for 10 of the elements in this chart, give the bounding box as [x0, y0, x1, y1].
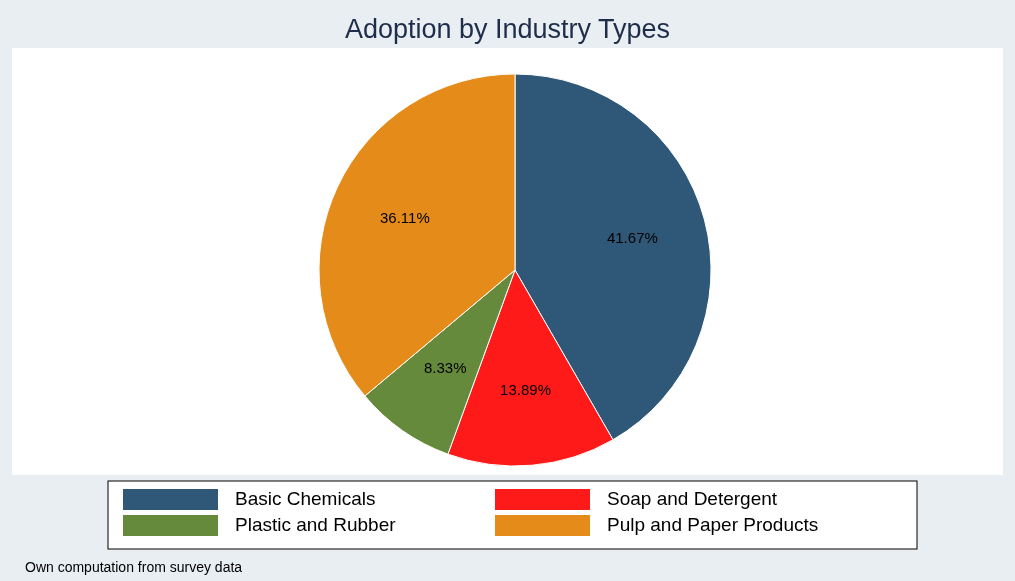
- legend-label: Pulp and Paper Products: [607, 514, 819, 536]
- data-label: 41.67%: [606, 228, 658, 246]
- data-label: 36.11%: [379, 208, 430, 226]
- data-label: 13.89%: [500, 381, 551, 399]
- legend-label: Plastic and Rubber: [235, 514, 397, 536]
- chart-title: Adoption by Industry Types: [344, 14, 671, 44]
- legend-label: Basic Chemicals: [235, 488, 376, 510]
- legend-label: Soap and Detergent: [607, 488, 778, 510]
- data-label: 8.33%: [424, 359, 467, 377]
- text: Own computation from survey data: [25, 559, 243, 575]
